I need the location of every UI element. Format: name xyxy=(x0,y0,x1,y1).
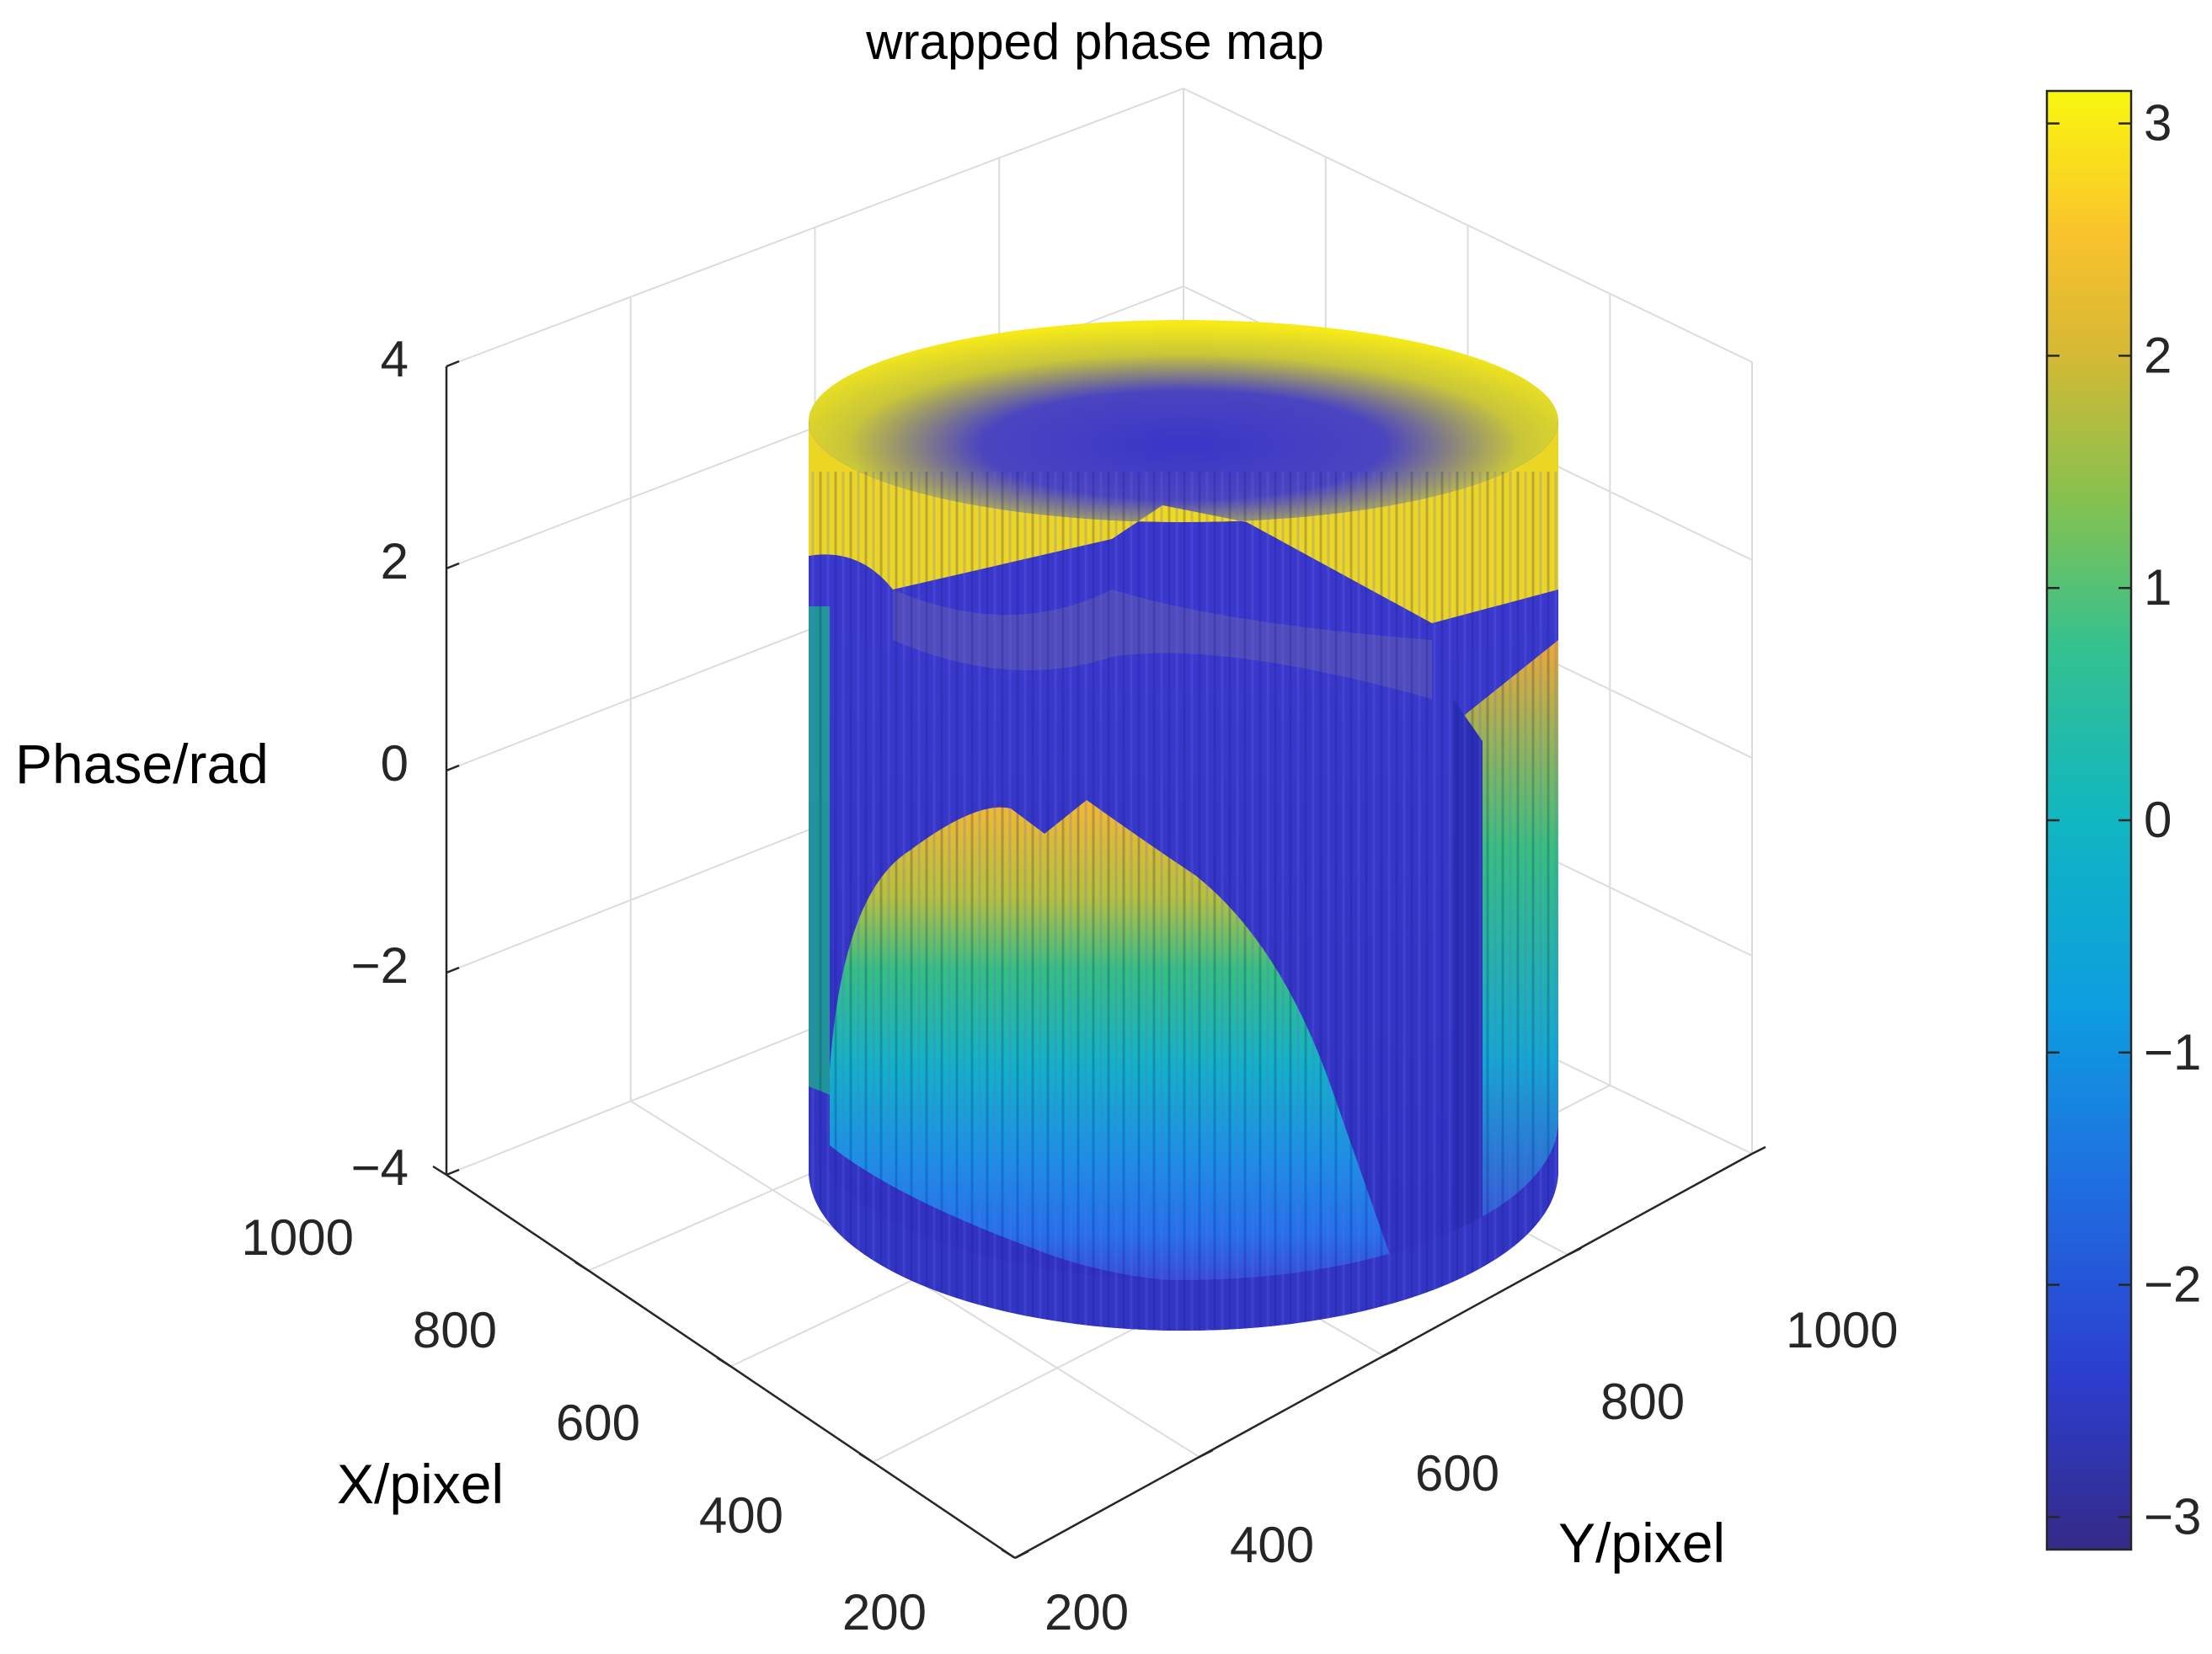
y-tick: 800 xyxy=(1600,1374,1685,1430)
colorbar-tick-label: −2 xyxy=(2144,1257,2201,1313)
phase-surface xyxy=(809,320,1558,1331)
tick-mark xyxy=(1199,1449,1214,1459)
y-tick: 600 xyxy=(1415,1445,1499,1502)
chart-title: wrapped phase map xyxy=(865,13,1324,70)
y-tick: 1000 xyxy=(1786,1302,1898,1358)
y-axis-label: Y/pixel xyxy=(1558,1512,1725,1574)
tick-mark xyxy=(446,1168,460,1176)
y-tick: 400 xyxy=(1230,1517,1314,1573)
z-tick: −2 xyxy=(351,937,409,994)
x-tick: 1000 xyxy=(242,1209,354,1266)
tick-mark xyxy=(1001,1548,1016,1560)
colorbar-tick-label: −1 xyxy=(2144,1024,2201,1080)
colorbar: −3 −2 −1 0 1 2 3 xyxy=(2045,89,2201,1551)
z-axis-label: Phase/rad xyxy=(15,733,269,795)
z-tick: −4 xyxy=(351,1139,409,1196)
y-tick: 200 xyxy=(1045,1584,1129,1641)
tick-mark xyxy=(574,1261,590,1272)
tick-mark xyxy=(446,764,460,772)
z-axis-ticks: 4 2 0 −2 −4 xyxy=(351,331,409,1196)
tick-mark xyxy=(716,1357,732,1368)
colorbar-scale xyxy=(2045,89,2133,1551)
tick-mark xyxy=(446,966,460,974)
x-tick: 200 xyxy=(842,1584,927,1641)
y-axis-ticks: 200 400 600 800 1000 xyxy=(1045,1302,1898,1641)
tick-mark xyxy=(1014,1550,1029,1560)
tick-mark xyxy=(446,562,460,570)
tick-marks xyxy=(432,360,1766,1560)
tick-mark xyxy=(446,360,460,368)
z-tick: 2 xyxy=(381,533,409,590)
x-tick: 600 xyxy=(556,1395,640,1451)
colorbar-tick-label: 2 xyxy=(2144,327,2172,383)
tick-mark xyxy=(858,1453,874,1464)
tick-mark xyxy=(1567,1246,1582,1257)
tick-mark xyxy=(1751,1145,1766,1155)
x-axis-label: X/pixel xyxy=(337,1453,504,1515)
colorbar-tick-label: 0 xyxy=(2144,792,2172,848)
x-axis-ticks: 1000 800 600 400 200 xyxy=(242,1209,927,1641)
tick-mark xyxy=(1382,1347,1398,1358)
x-tick: 400 xyxy=(699,1487,783,1544)
z-tick: 4 xyxy=(381,331,409,387)
colorbar-tick-label: −3 xyxy=(2144,1488,2201,1545)
colorbar-tick-label: 3 xyxy=(2144,95,2172,152)
colorbar-tick-label: 1 xyxy=(2144,559,2172,616)
tick-mark xyxy=(432,1165,447,1176)
x-tick: 800 xyxy=(413,1302,497,1358)
z-tick: 0 xyxy=(381,735,409,792)
